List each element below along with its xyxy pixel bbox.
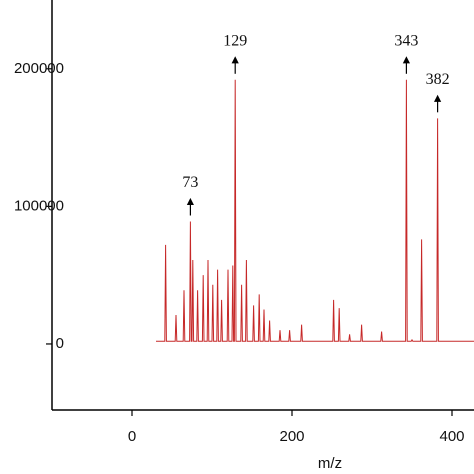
annotation: 129	[223, 32, 247, 49]
spectrum-line	[156, 79, 474, 342]
x-tick-label: 400	[439, 428, 464, 445]
x-axis-label: m/z	[318, 455, 342, 472]
y-tick-label: 100000	[14, 197, 64, 214]
annotation: 73	[182, 174, 198, 191]
y-tick-label: 200000	[14, 60, 64, 77]
annotation: 382	[426, 71, 450, 88]
x-tick-label: 200	[279, 428, 304, 445]
x-tick-label: 0	[128, 428, 136, 445]
annotation: 343	[394, 32, 418, 49]
y-tick-label: 0	[56, 335, 64, 352]
